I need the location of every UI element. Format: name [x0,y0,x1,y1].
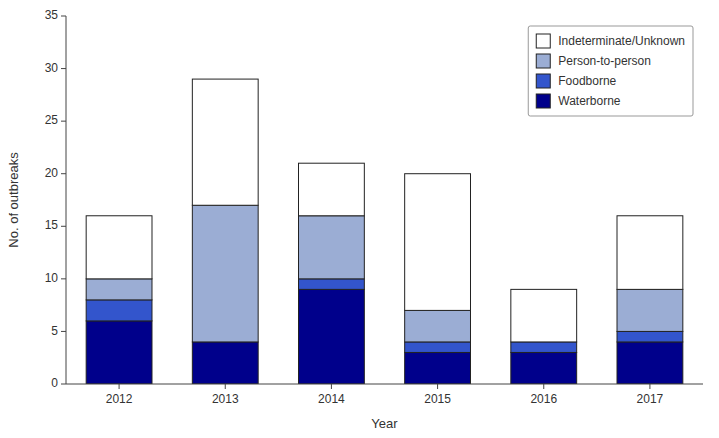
y-tick-label: 25 [45,113,59,127]
legend-swatch [536,54,550,68]
legend-label: Foodborne [558,74,616,88]
x-tick [225,384,226,389]
bar-segment [405,174,471,311]
legend-label: Waterborne [558,94,621,108]
x-axis-line [66,384,703,385]
bar-segment [299,163,365,216]
bar-segment [86,216,152,279]
x-tick [331,384,332,389]
y-tick-label: 30 [45,61,59,75]
x-tick [543,384,544,389]
legend-label: Person-to-person [558,54,651,68]
bar-segment [511,342,577,353]
legend-frame [528,26,693,116]
bar-segment [86,321,152,384]
x-axis-label: Year [371,416,398,431]
y-tick-label: 5 [51,324,58,338]
y-tick [61,16,66,17]
legend-label: Indeterminate/Unknown [558,34,685,48]
legend-swatch [536,74,550,88]
y-tick-label: 10 [45,271,59,285]
bar-segment [617,342,683,384]
bar-segment [617,216,683,290]
x-tick-label: 2013 [212,392,239,406]
y-axis-line [66,16,67,384]
y-tick-label: 35 [45,8,59,22]
bar-segment [511,289,577,342]
x-tick-label: 2015 [424,392,451,406]
bar-segment [86,279,152,300]
bar-segment [405,310,471,342]
bar-segment [617,289,683,331]
x-tick-label: 2016 [530,392,557,406]
bar-segment [299,216,365,279]
series [86,279,683,353]
bar-segment [192,205,258,342]
legend: Indeterminate/Unknown Person-to-person Foo… [528,26,693,116]
bar-segment [405,342,471,353]
x-tick-label: 2012 [106,392,133,406]
bar-segment [86,300,152,321]
bar-segment [299,279,365,290]
legend-swatch [536,34,550,48]
chart-container: 0 5 10 15 20 25 30 35 2012 2013 2014 2015 2016 2017 Ye… [0,0,719,438]
x-tick-label: 2014 [318,392,345,406]
y-axis-label: No. of outbreaks [6,152,21,248]
y-tick [61,173,66,174]
y-tick [61,384,66,385]
bar-segment [405,352,471,384]
x-tick [649,384,650,389]
y-tick-label: 0 [51,376,58,390]
y-tick [61,226,66,227]
legend-swatch [536,94,550,108]
bar-segment [192,79,258,205]
x-tick [437,384,438,389]
y-tick [61,121,66,122]
y-tick [61,68,66,69]
bar-segment [617,331,683,342]
bar-segment [511,352,577,384]
bar-segment [192,342,258,384]
x-tick-label: 2017 [637,392,664,406]
bars [86,79,683,384]
chart-svg: 0 5 10 15 20 25 30 35 2012 2013 2014 2015 2016 2017 Ye… [0,0,719,438]
bar-segment [299,289,365,384]
y-tick-label: 20 [45,166,59,180]
series [86,205,683,342]
series [86,79,683,342]
x-tick [119,384,120,389]
y-tick-label: 15 [45,218,59,232]
y-tick [61,331,66,332]
series [86,289,683,384]
y-tick [61,278,66,279]
